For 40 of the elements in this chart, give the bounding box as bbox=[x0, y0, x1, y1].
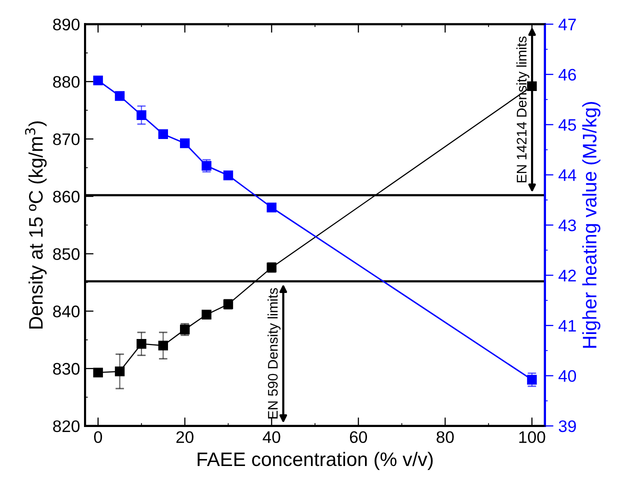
point bbox=[136, 110, 146, 120]
point bbox=[136, 338, 146, 349]
y-tick-label: 840 bbox=[53, 306, 80, 318]
point bbox=[114, 91, 125, 101]
point bbox=[266, 202, 276, 212]
y2-tick-label: 45 bbox=[558, 119, 576, 131]
y-tick-label: 860 bbox=[53, 190, 80, 203]
y2-tick-label: 40 bbox=[558, 370, 576, 382]
x-tick-label: 20 bbox=[176, 431, 194, 444]
x-tick-label: 80 bbox=[436, 431, 454, 444]
y2-tick-label: 43 bbox=[558, 219, 576, 232]
point bbox=[223, 170, 234, 180]
x-tick-label: 0 bbox=[94, 431, 102, 444]
y2-tick-label: 41 bbox=[558, 320, 576, 332]
point bbox=[93, 76, 103, 86]
y2-tick-label: 46 bbox=[558, 68, 576, 81]
y-tick-label: 890 bbox=[53, 18, 80, 30]
y2-tick-label: 44 bbox=[558, 169, 576, 181]
point bbox=[180, 138, 190, 148]
point bbox=[158, 340, 168, 350]
y-tick-label: 820 bbox=[53, 420, 80, 432]
x-tick-label: 40 bbox=[262, 431, 280, 444]
y-tick-label: 880 bbox=[53, 76, 80, 88]
annotation: EN 14214 Density limits bbox=[516, 36, 530, 182]
y2-tick-label: 42 bbox=[558, 270, 576, 282]
y-tick-label: 830 bbox=[53, 362, 80, 375]
y-tick-label: 870 bbox=[53, 133, 80, 146]
point bbox=[93, 368, 103, 378]
y2-axis-title: Higher heating value (MJ/kg) bbox=[582, 102, 600, 348]
x-axis-title: FAEE concentration (% v/v) bbox=[198, 452, 433, 470]
point bbox=[202, 310, 212, 320]
y2-tick-label: 39 bbox=[558, 420, 576, 432]
point bbox=[114, 366, 125, 376]
y2-tick-label: 47 bbox=[558, 18, 576, 30]
x-tick-label: 60 bbox=[350, 431, 368, 444]
x-tick-label: 100 bbox=[519, 431, 546, 444]
y-axis-title: Density at 15 ºC (kg/m$^{3}$) bbox=[25, 121, 47, 328]
y-tick-label: 850 bbox=[53, 248, 80, 260]
point bbox=[158, 129, 168, 140]
annotation: EN 590 Density limits bbox=[268, 288, 281, 418]
